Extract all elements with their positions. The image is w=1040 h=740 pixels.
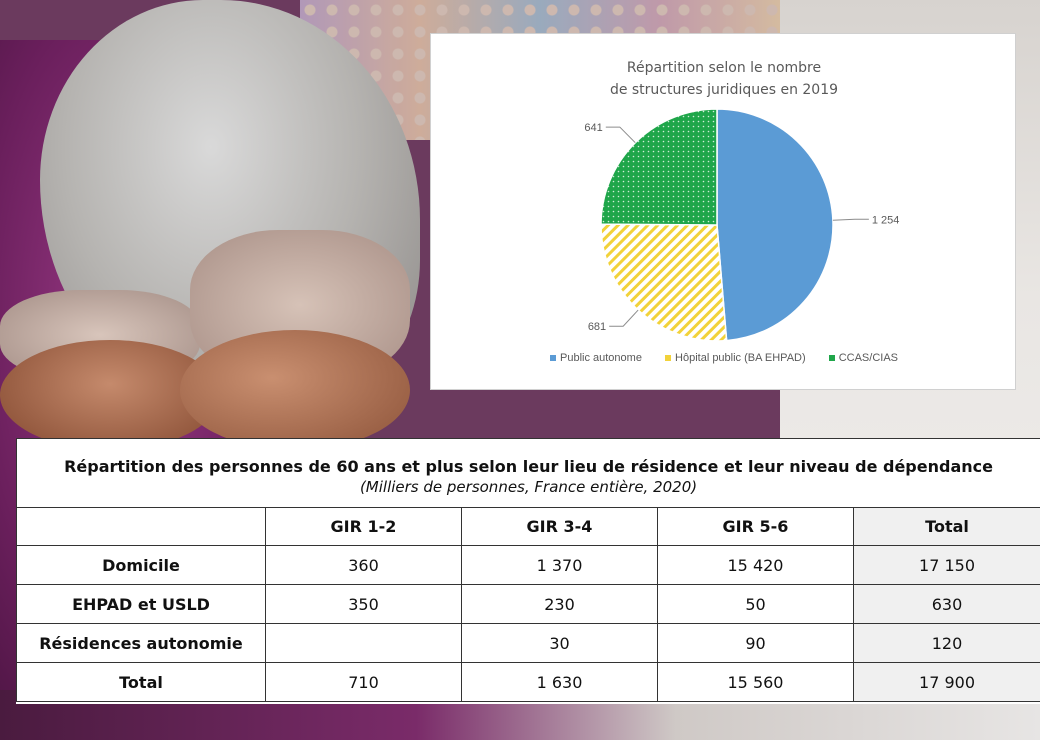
table-cell: 360 bbox=[265, 545, 462, 585]
table-header-row: GIR 1-2 GIR 3-4 GIR 5-6 Total bbox=[16, 507, 1040, 546]
table-caption: Répartition des personnes de 60 ans et p… bbox=[15, 438, 1040, 508]
table-title: Répartition des personnes de 60 ans et p… bbox=[64, 456, 993, 476]
table-cell: 710 bbox=[265, 662, 462, 702]
legend-item-public-autonome: Public autonome bbox=[550, 352, 642, 364]
table-cell: 350 bbox=[265, 584, 462, 624]
table-cell: 630 bbox=[852, 584, 1040, 624]
legend-item-hopital-public: Hôpital public (BA EHPAD) bbox=[665, 352, 806, 364]
pie-data-label: 681 bbox=[588, 321, 606, 333]
row-label: Résidences autonomie bbox=[16, 623, 266, 663]
table-cell: 90 bbox=[657, 623, 854, 663]
header-cell: GIR 1-2 bbox=[265, 507, 462, 546]
pie-data-label: 641 bbox=[584, 122, 602, 134]
table-cell: 15 560 bbox=[657, 662, 854, 702]
pie-leader-line bbox=[832, 218, 869, 221]
header-cell bbox=[16, 507, 266, 546]
pie-leader-line bbox=[609, 309, 639, 327]
residence-dependency-table: Répartition des personnes de 60 ans et p… bbox=[15, 438, 1040, 702]
table-row: Total 710 1 630 15 560 17 900 bbox=[16, 662, 1040, 702]
legend-label: CCAS/CIAS bbox=[838, 352, 898, 364]
table-cell: 15 420 bbox=[657, 545, 854, 585]
table-cell: 230 bbox=[461, 584, 658, 624]
table-cell: 1 370 bbox=[461, 545, 658, 585]
table-cell: 30 bbox=[461, 623, 658, 663]
legend-label: Hôpital public (BA EHPAD) bbox=[675, 352, 806, 364]
table-row: Domicile 360 1 370 15 420 17 150 bbox=[16, 545, 1040, 585]
table-cell: 1 630 bbox=[461, 662, 658, 702]
pie-data-label: 1 254 bbox=[872, 214, 900, 226]
table-panel: Répartition des personnes de 60 ans et p… bbox=[15, 438, 1040, 704]
row-label: Total bbox=[16, 662, 266, 702]
pie-leader-line bbox=[605, 126, 636, 144]
row-label: EHPAD et USLD bbox=[16, 584, 266, 624]
legend-swatch-green bbox=[828, 355, 835, 362]
legend-swatch-yellow bbox=[665, 355, 672, 362]
row-label: Domicile bbox=[16, 545, 266, 585]
table-cell: 17 150 bbox=[852, 545, 1040, 585]
header-cell: GIR 5-6 bbox=[657, 507, 854, 546]
pie-chart-title-line-2: de structures juridiques en 2019 bbox=[609, 82, 839, 98]
pie-slice-ccas-cias bbox=[600, 108, 718, 226]
table-row: EHPAD et USLD 350 230 50 630 bbox=[16, 584, 1040, 624]
pie-chart: 1 254 681 641 bbox=[584, 108, 900, 342]
table-cell: 17 900 bbox=[852, 662, 1040, 702]
legend-swatch-blue bbox=[550, 355, 556, 362]
pie-legend: Public autonome Hôpital public (BA EHPAD… bbox=[431, 352, 1017, 364]
legend-item-ccas-cias: CCAS/CIAS bbox=[828, 352, 898, 364]
table-subtitle: (Milliers de personnes, France entière, … bbox=[359, 477, 698, 496]
pie-chart-title-line-1: Répartition selon le nombre bbox=[626, 60, 822, 76]
header-cell: Total bbox=[852, 507, 1040, 546]
pie-chart-panel: Répartition selon le nombre de structure… bbox=[430, 33, 1016, 390]
table-row: Résidences autonomie 30 90 120 bbox=[16, 623, 1040, 663]
pie-slice-hopital-public bbox=[600, 223, 728, 342]
header-cell: GIR 3-4 bbox=[461, 507, 658, 546]
legend-label: Public autonome bbox=[560, 352, 642, 364]
table-cell bbox=[265, 623, 462, 663]
table-cell: 50 bbox=[657, 584, 854, 624]
pie-slice-public-autonome bbox=[716, 108, 834, 342]
table-cell: 120 bbox=[852, 623, 1040, 663]
hand-right bbox=[180, 330, 410, 450]
